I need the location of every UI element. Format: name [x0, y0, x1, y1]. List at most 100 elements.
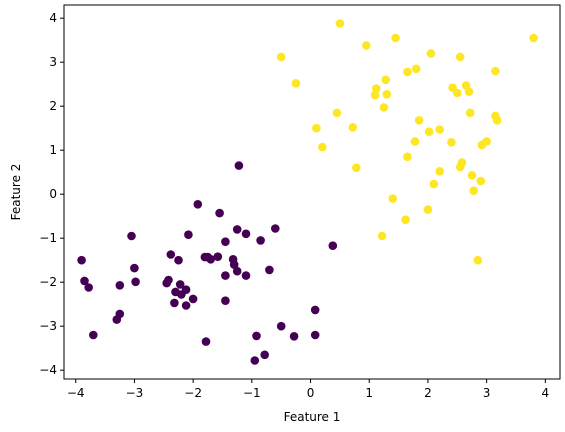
- data-point-cluster-1: [265, 265, 274, 275]
- points-layer: [77, 19, 538, 365]
- data-point-cluster-1: [206, 254, 215, 264]
- data-point-cluster-2: [469, 186, 479, 195]
- data-point-cluster-1: [80, 276, 89, 286]
- y-tick-label: 0: [49, 187, 57, 201]
- data-point-cluster-1: [271, 224, 280, 233]
- data-point-cluster-2: [464, 87, 474, 96]
- data-point-cluster-1: [232, 225, 242, 234]
- data-point-cluster-1: [188, 294, 198, 304]
- data-point-cluster-2: [276, 52, 286, 62]
- x-axis: −4 −3 −2 −1 0 1 2 3 4: [67, 379, 549, 400]
- data-point-cluster-2: [491, 66, 500, 76]
- data-point-cluster-2: [403, 152, 412, 162]
- data-point-cluster-1: [170, 298, 179, 308]
- data-point-cluster-1: [130, 263, 139, 273]
- data-point-cluster-1: [310, 305, 320, 315]
- y-tick-label: 1: [49, 143, 57, 157]
- x-tick-label: 4: [542, 386, 550, 400]
- x-tick-label: −1: [243, 386, 261, 400]
- data-point-cluster-2: [457, 158, 467, 167]
- y-tick-label: 3: [49, 55, 57, 69]
- data-point-cluster-1: [229, 260, 239, 269]
- data-point-cluster-1: [241, 229, 251, 239]
- data-point-cluster-1: [131, 277, 140, 287]
- x-tick-label: −4: [67, 386, 85, 400]
- y-tick-label: 4: [49, 11, 57, 25]
- data-point-cluster-2: [482, 137, 491, 146]
- x-tick-label: 2: [424, 386, 432, 400]
- data-point-cluster-1: [241, 271, 251, 280]
- data-point-cluster-2: [476, 176, 486, 186]
- data-point-cluster-2: [435, 125, 445, 134]
- data-point-cluster-1: [164, 275, 173, 285]
- data-point-cluster-2: [426, 49, 436, 58]
- data-point-cluster-2: [388, 194, 398, 203]
- data-point-cluster-1: [115, 309, 125, 319]
- data-point-cluster-2: [492, 116, 502, 125]
- data-point-cluster-2: [435, 167, 445, 176]
- data-point-cluster-2: [455, 52, 465, 62]
- data-point-cluster-2: [429, 179, 439, 189]
- data-point-cluster-2: [318, 142, 327, 152]
- x-tick-label: −2: [184, 386, 202, 400]
- y-axis: −4 −3 −2 −1 0 1 2 3 4: [39, 11, 64, 377]
- data-point-cluster-1: [127, 231, 136, 241]
- data-point-cluster-1: [310, 330, 320, 340]
- data-point-cluster-1: [213, 252, 223, 261]
- data-point-cluster-2: [447, 138, 456, 147]
- data-point-cluster-2: [362, 41, 371, 50]
- y-tick-label: −2: [39, 275, 57, 289]
- data-point-cluster-1: [174, 255, 183, 265]
- data-point-cluster-1: [289, 332, 299, 341]
- data-point-cluster-1: [221, 296, 230, 306]
- data-point-cluster-2: [335, 19, 345, 28]
- data-point-cluster-2: [529, 33, 538, 43]
- data-point-cluster-2: [453, 88, 462, 98]
- data-point-cluster-2: [411, 64, 421, 74]
- x-axis-title: Feature 1: [284, 410, 341, 424]
- data-point-cluster-2: [410, 137, 420, 146]
- data-point-cluster-1: [250, 356, 260, 365]
- data-point-cluster-2: [382, 90, 392, 99]
- data-point-cluster-1: [221, 271, 230, 280]
- y-axis-title: Feature 2: [9, 164, 23, 221]
- data-point-cluster-2: [424, 127, 434, 136]
- data-point-cluster-2: [312, 123, 321, 133]
- data-point-cluster-1: [77, 255, 86, 265]
- data-point-cluster-1: [252, 331, 261, 341]
- data-point-cluster-1: [175, 280, 185, 289]
- data-point-cluster-1: [221, 237, 230, 246]
- plot-area: [63, 4, 561, 380]
- data-point-cluster-2: [291, 79, 301, 88]
- data-point-cluster-1: [166, 250, 176, 259]
- y-tick-label: −1: [39, 231, 57, 245]
- data-point-cluster-2: [401, 215, 410, 224]
- y-tick-label: 2: [49, 99, 57, 113]
- y-tick-label: −4: [39, 363, 57, 377]
- x-tick-label: −3: [126, 386, 144, 400]
- data-point-cluster-2: [372, 84, 381, 93]
- data-point-cluster-1: [115, 281, 125, 290]
- x-tick-label: 0: [307, 386, 315, 400]
- data-point-cluster-2: [423, 205, 433, 214]
- data-point-cluster-1: [181, 285, 191, 295]
- data-point-cluster-2: [348, 123, 358, 132]
- data-point-cluster-1: [232, 266, 242, 276]
- data-point-cluster-2: [332, 108, 342, 118]
- data-point-cluster-2: [391, 33, 400, 43]
- data-point-cluster-2: [473, 255, 483, 265]
- data-point-cluster-2: [414, 116, 424, 125]
- data-point-cluster-1: [89, 330, 98, 340]
- data-point-cluster-2: [403, 67, 412, 77]
- data-point-cluster-1: [215, 208, 224, 218]
- data-point-cluster-2: [381, 75, 391, 85]
- x-tick-label: 1: [365, 386, 373, 400]
- data-point-cluster-1: [256, 236, 265, 245]
- data-point-cluster-1: [201, 337, 211, 346]
- data-point-cluster-1: [84, 283, 93, 292]
- data-point-cluster-2: [379, 103, 389, 112]
- data-point-cluster-1: [260, 350, 270, 360]
- data-point-cluster-2: [377, 231, 387, 241]
- data-point-cluster-1: [328, 241, 338, 250]
